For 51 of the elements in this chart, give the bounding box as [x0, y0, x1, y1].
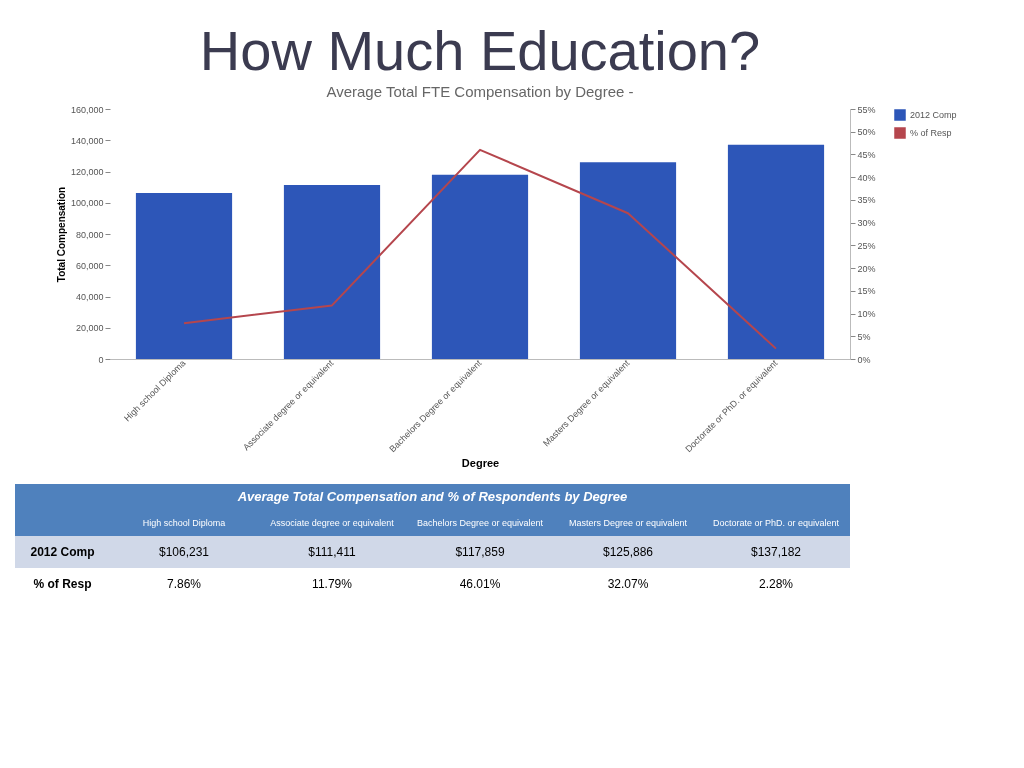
y2-tick-label: 0%: [857, 354, 871, 365]
y-tick-label: 160,000: [70, 104, 104, 115]
bar: [135, 193, 233, 359]
legend-label: 2012 Comp: [910, 110, 957, 120]
category-label: Bachelors Degree or equivalent: [416, 518, 544, 528]
line-series: [183, 148, 777, 350]
y-tick-label: 80,000: [75, 229, 104, 240]
y2-tick-label: 55%: [857, 104, 876, 115]
y-tick-label: 40,000: [75, 292, 104, 302]
x-axis-title: Degree: [461, 457, 500, 470]
data-label: $137,182: [750, 545, 802, 559]
y-tick-label: 60,000: [75, 260, 104, 271]
y2-tick-label: 40%: [857, 172, 876, 183]
y2-tick-label: 35%: [857, 195, 876, 206]
data-label: 32.07%: [607, 577, 649, 591]
text: 2012 Comp: [30, 545, 95, 559]
y-tick-label: 100,000: [70, 198, 104, 209]
bar: [283, 184, 381, 359]
y2-tick-label: 45%: [857, 149, 876, 160]
y2-tick-label: 10%: [857, 309, 876, 320]
y2-tick-label: 30%: [857, 218, 876, 229]
data-label: 11.79%: [312, 577, 353, 591]
data-label: $111,411: [308, 545, 357, 559]
chart-title: How Much Education?: [199, 19, 761, 82]
data-label: 2.28%: [758, 577, 794, 591]
y2-tick-label: 25%: [857, 240, 876, 251]
bar: [727, 144, 825, 359]
chart-subtitle: Average Total FTE Compensation by Degree -: [326, 83, 634, 100]
text: Average Total Compensation and % of Respondents by Degree: [236, 489, 628, 504]
y-tick-label: 0: [98, 354, 104, 365]
data-label: $106,231: [158, 545, 210, 559]
text: % of Resp: [33, 577, 92, 591]
y2-tick-label: 20%: [857, 263, 876, 274]
bar: [579, 162, 677, 359]
data-label: $125,886: [602, 545, 654, 559]
bar: [431, 174, 529, 359]
y2-tick-label: 15%: [857, 286, 876, 297]
data-label: 46.01%: [459, 577, 501, 591]
y-tick-label: 20,000: [75, 323, 104, 334]
data-label: $117,859: [455, 545, 505, 559]
data-label: 7.86%: [166, 577, 202, 591]
category-label: High school Diploma: [142, 518, 226, 528]
category-label: Associate degree or equivalent: [270, 518, 394, 528]
y-tick-label: 140,000: [70, 135, 104, 146]
y2-tick-label: 5%: [857, 331, 871, 342]
y-tick-label: 120,000: [70, 167, 104, 177]
y2-tick-label: 50%: [857, 127, 876, 138]
category-label: Doctorate or PhD. or equivalent: [712, 518, 840, 528]
y-axis-title: Total Compensation: [55, 186, 67, 283]
legend-label: % of Resp: [910, 128, 952, 138]
category-label: Masters Degree or equivalent: [568, 518, 688, 528]
